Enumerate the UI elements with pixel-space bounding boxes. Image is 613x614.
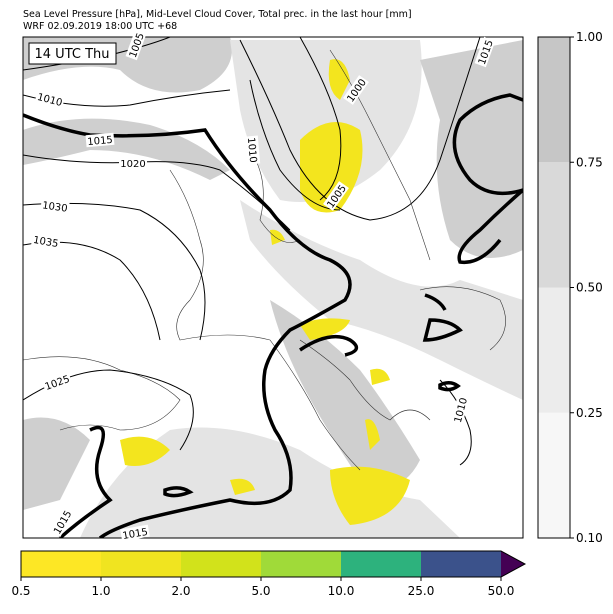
isobar-label-bg [474,36,496,68]
isobar-label-bg [31,232,61,250]
colorbar-segment [261,551,341,577]
colorbar-tick-label: 0.25 [576,406,603,420]
isobar-label-bg [125,29,147,61]
colorbar-segment [538,412,570,538]
colorbar-segment [538,287,570,413]
colorbar-segment [181,551,261,577]
colorbar-tick-label: 0.5 [11,584,30,598]
colorbar-tick-label: 0.75 [576,155,603,169]
isobar-label: 1015 [122,527,149,542]
map: 14 UTC Thu 10051010101510201030103510251… [22,29,524,542]
isobar-label: 1020 [120,159,145,170]
colorbar-tick-label: 0.50 [576,281,603,295]
colorbar-tick-label: 10.0 [328,584,355,598]
isobar-label-bg [120,524,150,542]
isobar-label: 1030 [41,200,68,214]
isobar-label: 1015 [87,135,113,148]
isobar-label-bg [323,181,349,211]
colorbar-segment [538,162,570,288]
colorbar-tick-label: 0.10 [576,531,603,545]
colorbar-segment [341,551,421,577]
colorbar-tick-label: 1.0 [91,584,110,598]
colorbar-segment [421,551,501,577]
title: Sea Level Pressure [hPa], Mid-Level Clou… [23,9,412,20]
isobar-label: 1035 [32,235,59,250]
isobar-label-bg [40,198,70,214]
colorbar-tick-label: 2.0 [171,584,190,598]
colorbar-segment [21,551,101,577]
colorbar-frame [20,550,527,578]
colorbar-tick-label: 5.0 [251,584,270,598]
precip-colorbar: 0.5 1.0 2.0 5.0 10.0 25.0 50.0 [11,550,527,598]
subtitle: WRF 02.09.2019 18:00 UTC +68 [23,21,177,32]
isobar-label-bg [49,506,75,538]
colorbar-extend [501,551,525,577]
isobar-label-bg [34,89,66,109]
isobar-label-bg [343,75,369,105]
time-label-box [28,42,117,65]
isobar-label-bg [119,157,147,169]
colorbar-tick-label: 50.0 [488,584,515,598]
isobar-label-bg [85,132,115,148]
map-frame [22,36,524,539]
colorbar-segment [101,551,181,577]
colorbar-tick-label: 1.00 [576,30,603,44]
isobar-label-bg [41,371,73,393]
isobar-label-bg [450,394,470,426]
colorbar-tick-label: 25.0 [408,584,435,598]
isobar-label: 1010 [245,137,258,163]
time-label: 14 UTC Thu [35,47,110,62]
cloud-colorbar: 0.10 0.25 0.50 0.75 1.00 [537,30,603,545]
colorbar-segment [538,37,570,163]
isobar-label-bg [245,135,261,165]
